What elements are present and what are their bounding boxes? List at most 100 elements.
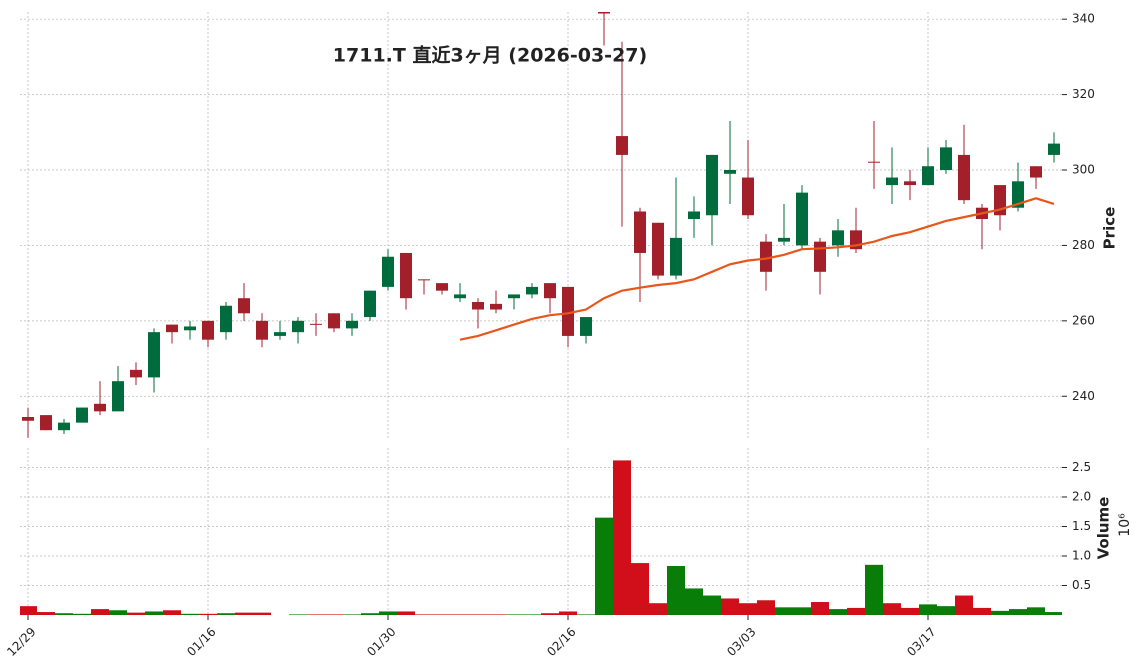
candle-body (130, 369, 142, 378)
volume-bar (181, 613, 199, 615)
candle-body (238, 298, 250, 314)
candle-body (112, 381, 124, 412)
candle-body (436, 283, 448, 291)
volume-bar (541, 613, 559, 615)
volume-bar (127, 612, 145, 615)
x-tick-label: 02/16 (544, 625, 578, 659)
candle-body (490, 303, 502, 310)
candle-body (796, 192, 808, 246)
volume-bar (685, 588, 703, 615)
volume-bar (667, 566, 685, 615)
volume-bar (937, 606, 955, 615)
chart-title: 1711.T 直近3ヶ月 (2026-03-27) (333, 44, 647, 67)
candle-body (562, 286, 574, 336)
candle-body (652, 222, 664, 276)
labels: 12/29 01/16 01/30 02/16 03/03 03/17 240 260 280 3… (4, 12, 1095, 659)
candle-body (688, 211, 700, 220)
candle-body (310, 323, 322, 325)
candle-body (400, 252, 412, 299)
volume-bar (199, 613, 217, 615)
candle-body (472, 301, 484, 310)
candle-body (616, 136, 628, 155)
volume-bar (865, 564, 883, 615)
y-tick-label: 340 (1072, 12, 1095, 26)
candle-body (634, 211, 646, 253)
volume-bar (955, 595, 973, 615)
volume-bar (829, 609, 847, 615)
y-axis-label: Price (1101, 207, 1119, 250)
x-tick-label: 01/16 (184, 625, 218, 659)
candle-body (202, 320, 214, 340)
volume-bar (379, 611, 397, 615)
candle-body (742, 177, 754, 216)
x-tick-label: 12/29 (4, 625, 38, 659)
candle-body (904, 181, 916, 186)
candle-body (814, 241, 826, 272)
candle-body (184, 326, 196, 331)
moving-average (459, 197, 1055, 341)
candle-body (346, 320, 358, 329)
volume-bar (757, 600, 775, 615)
volume-bar (91, 609, 109, 615)
volume-bar (577, 614, 595, 615)
volume-bar (37, 612, 55, 615)
candle-body (454, 294, 466, 299)
candle-body (724, 170, 736, 174)
volume-bar (613, 460, 631, 615)
candle-body (886, 177, 898, 186)
candle-body (868, 161, 880, 163)
volume-bar (235, 612, 253, 615)
volume-bar (595, 517, 613, 615)
volume-bar (361, 613, 379, 615)
candle-body (544, 283, 556, 299)
volume-bar (397, 611, 415, 615)
candle-body (940, 147, 952, 171)
candle-body (94, 403, 106, 412)
volume-bar (451, 614, 469, 615)
volume-bar (523, 614, 541, 615)
volume-bar (433, 614, 451, 615)
volume-bar (739, 603, 757, 615)
volume-bar (505, 614, 523, 615)
candle-body (274, 332, 286, 336)
volume-bar (775, 607, 793, 615)
volume-bar (559, 611, 577, 615)
volume-bar (487, 614, 505, 615)
y-tick-label: 1.0 (1072, 548, 1091, 562)
offset-label: 10⁶ (1117, 513, 1133, 537)
volume-plot (20, 448, 1062, 615)
volume-bar (253, 612, 271, 615)
volume-bar (973, 607, 991, 615)
candle-body (958, 154, 970, 201)
x-tick-label: 03/03 (724, 625, 758, 659)
y-tick-label: 2.0 (1072, 489, 1091, 503)
volume-bar (343, 614, 361, 615)
volume-bar (289, 614, 307, 615)
y-tick-label: 320 (1072, 87, 1095, 101)
volume-bar (1027, 607, 1045, 615)
volume-bar (307, 614, 325, 615)
volume-bar (811, 602, 829, 615)
candle-body (328, 313, 340, 329)
candle-body (166, 324, 178, 333)
y-tick-label: 1.5 (1072, 519, 1091, 533)
candle-body (670, 237, 682, 276)
y-axis-label: Volume (1095, 497, 1113, 560)
volume-bar (649, 603, 667, 615)
candle-body (40, 415, 52, 431)
volume-bar (919, 604, 937, 615)
volume-bar (73, 613, 91, 615)
volume-bar (415, 614, 433, 615)
candle-body (1030, 166, 1042, 178)
x-tick-label: 01/30 (364, 625, 398, 659)
candle-body (58, 422, 70, 431)
volume-bar (469, 614, 487, 615)
candle-body (508, 294, 520, 299)
candle-body (526, 286, 538, 295)
volume-bar (1045, 612, 1062, 615)
candle-body (598, 12, 610, 14)
volume-bar (883, 603, 901, 615)
volume-bar (991, 610, 1009, 615)
y-tick-label: 300 (1072, 163, 1095, 177)
